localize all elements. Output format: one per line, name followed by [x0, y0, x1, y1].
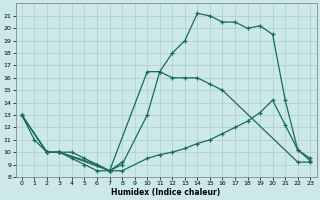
X-axis label: Humidex (Indice chaleur): Humidex (Indice chaleur): [111, 188, 221, 197]
